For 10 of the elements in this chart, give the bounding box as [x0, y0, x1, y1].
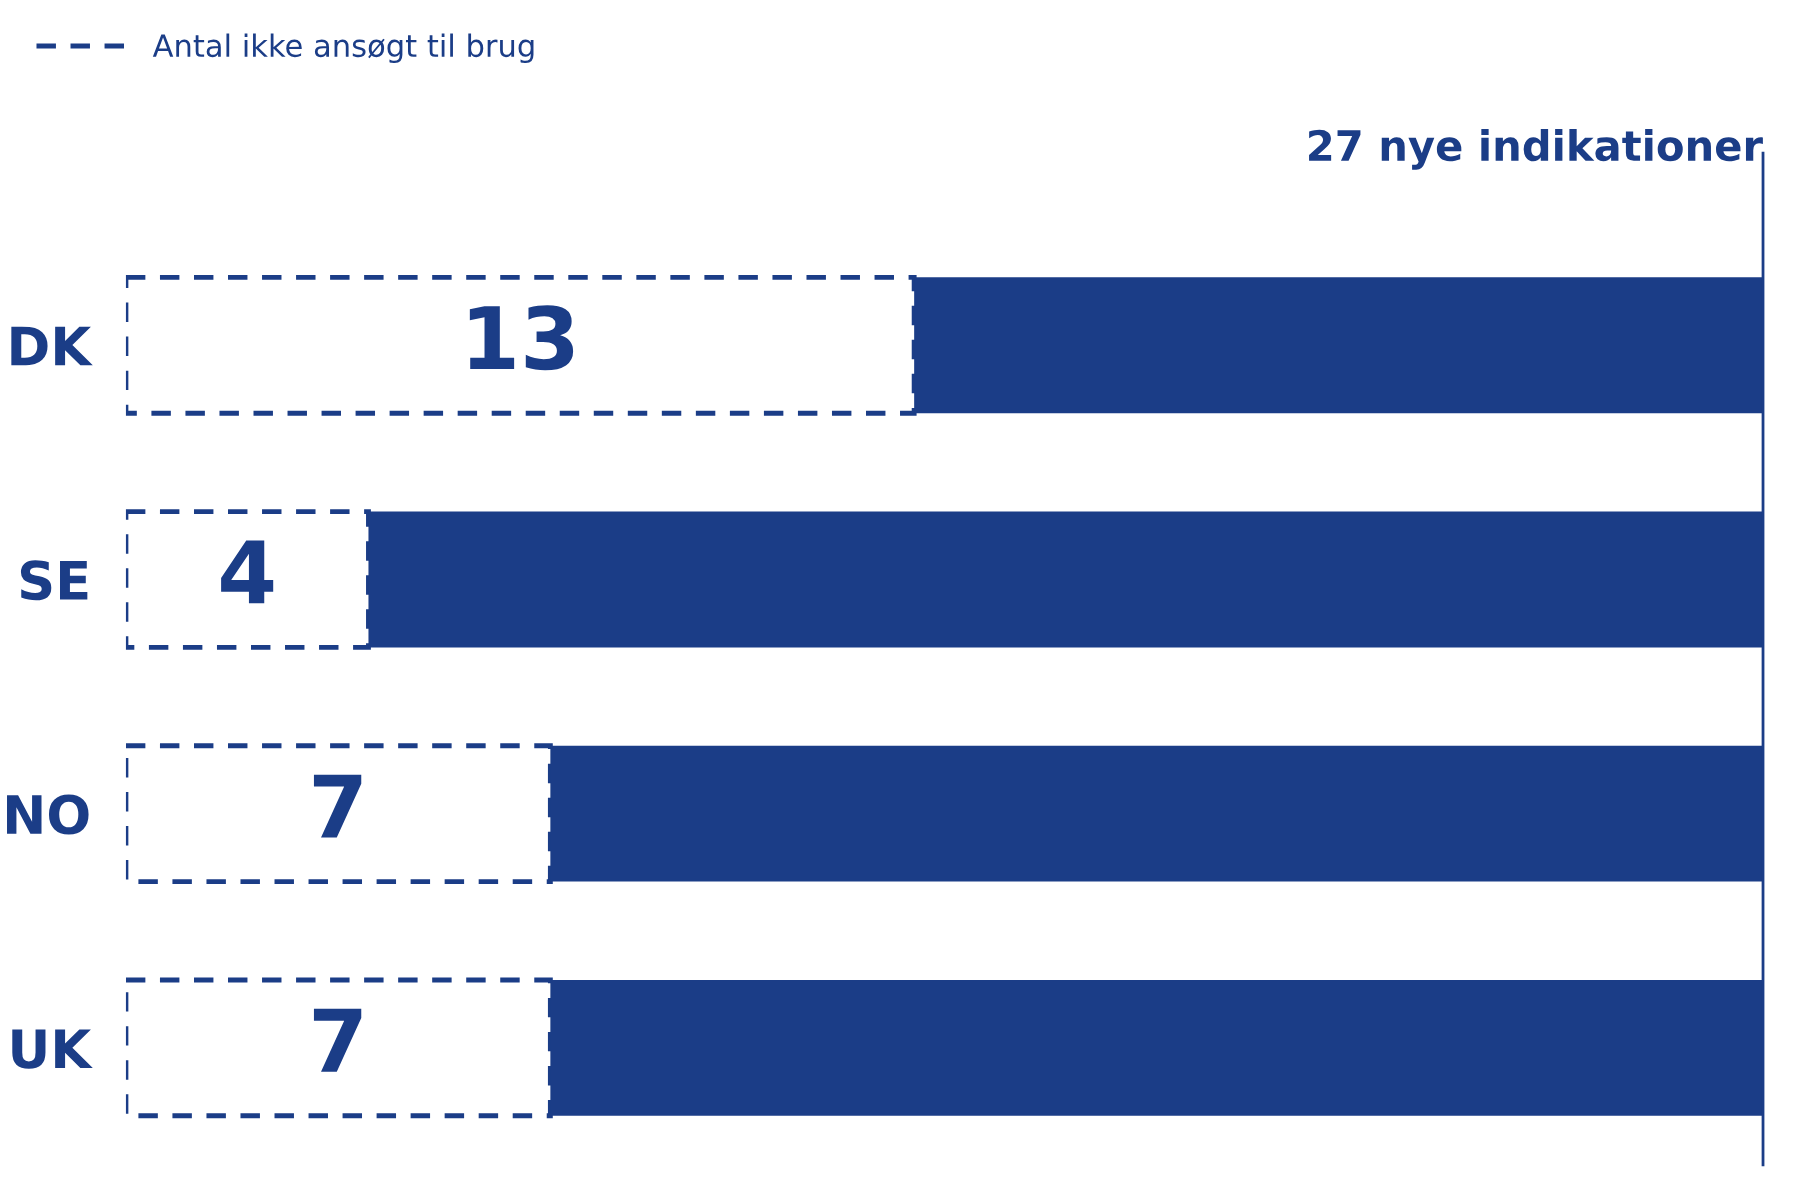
legend-label: Antal ikke ansøgt til brug: [152, 33, 534, 64]
data-label: 7: [313, 1008, 362, 1072]
data-label: 4: [221, 540, 274, 604]
y-tick-label: UK: [12, 1029, 93, 1069]
data-label: 7: [313, 774, 362, 838]
y-tick-label: NO: [7, 794, 89, 835]
y-tick-label: DK: [11, 326, 93, 366]
ref-line-label: 27 nye indikationer: [1309, 128, 1763, 170]
data-label: 13: [469, 305, 574, 371]
y-tick-label: SE: [20, 560, 88, 601]
